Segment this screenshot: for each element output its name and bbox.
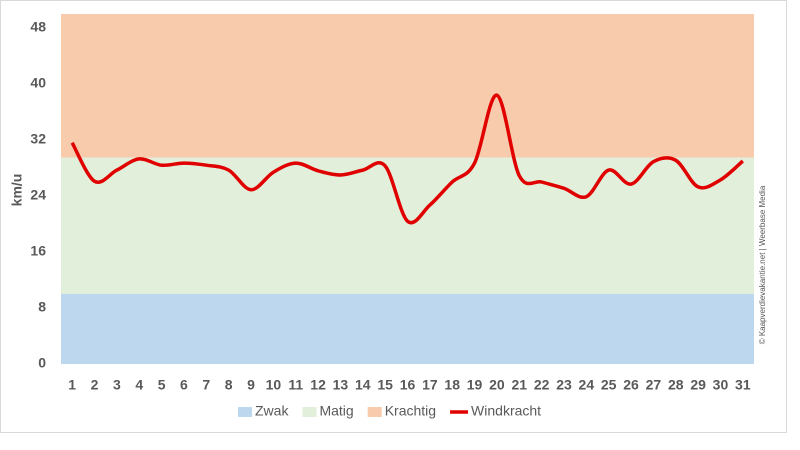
y-tick-label: 40 bbox=[30, 75, 46, 91]
x-tick-label: 3 bbox=[113, 377, 121, 393]
legend-label: Krachtig bbox=[385, 403, 436, 419]
x-tick-label: 5 bbox=[158, 377, 166, 393]
x-tick-label: 9 bbox=[247, 377, 255, 393]
y-tick-label: 48 bbox=[30, 19, 46, 35]
y-tick-label: 0 bbox=[38, 355, 46, 371]
x-tick-label: 26 bbox=[623, 377, 639, 393]
x-tick-label: 15 bbox=[377, 377, 393, 393]
y-axis-title: km/u bbox=[9, 174, 25, 207]
x-tick-label: 20 bbox=[489, 377, 505, 393]
band bbox=[61, 157, 754, 294]
legend-label: Zwak bbox=[255, 403, 289, 419]
x-tick-label: 4 bbox=[135, 377, 143, 393]
x-tick-label: 12 bbox=[310, 377, 326, 393]
x-tick-label: 16 bbox=[400, 377, 416, 393]
x-tick-label: 19 bbox=[467, 377, 483, 393]
x-tick-label: 6 bbox=[180, 377, 188, 393]
x-tick-label: 25 bbox=[601, 377, 617, 393]
x-tick-label: 2 bbox=[91, 377, 99, 393]
x-tick-label: 23 bbox=[556, 377, 572, 393]
x-tick-label: 24 bbox=[579, 377, 595, 393]
x-tick-label: 17 bbox=[422, 377, 438, 393]
legend-swatch bbox=[238, 407, 252, 417]
x-tick-label: 10 bbox=[266, 377, 282, 393]
x-tick-label: 27 bbox=[646, 377, 662, 393]
x-tick-label: 8 bbox=[225, 377, 233, 393]
legend-swatch bbox=[302, 407, 317, 417]
legend-swatch bbox=[367, 407, 382, 417]
y-tick-label: 16 bbox=[30, 243, 46, 259]
x-tick-label: 29 bbox=[690, 377, 706, 393]
x-tick-label: 1 bbox=[68, 377, 76, 393]
line bbox=[70, 93, 744, 225]
x-tick-label: 21 bbox=[511, 377, 527, 393]
y-tick-label: 24 bbox=[30, 187, 46, 203]
band bbox=[61, 14, 754, 158]
x-tick-label: 22 bbox=[534, 377, 550, 393]
x-tick-label: 31 bbox=[735, 377, 751, 393]
y-tick-label: 8 bbox=[38, 299, 46, 315]
x-tick-label: 14 bbox=[355, 377, 371, 393]
band bbox=[61, 294, 754, 364]
legend-label: Windkracht bbox=[471, 403, 541, 419]
x-tick-label: 13 bbox=[333, 377, 349, 393]
x-tick-label: 28 bbox=[668, 377, 684, 393]
credit: © Kaapverdievakantie.net | Weerbase Medi… bbox=[758, 185, 767, 344]
x-tick-label: 7 bbox=[202, 377, 210, 393]
legend-label: Matig bbox=[319, 403, 353, 419]
x-tick-label: 18 bbox=[444, 377, 460, 393]
x-tick-label: 11 bbox=[288, 377, 303, 393]
x-tick-label: 30 bbox=[713, 377, 729, 393]
y-tick-label: 32 bbox=[30, 131, 46, 147]
